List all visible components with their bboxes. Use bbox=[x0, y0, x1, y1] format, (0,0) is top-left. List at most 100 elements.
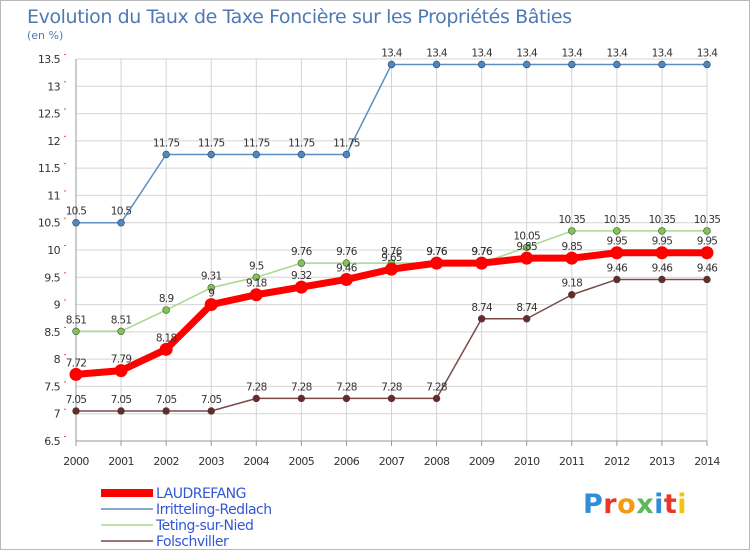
data-label: 9.18 bbox=[561, 278, 582, 290]
data-point bbox=[204, 298, 218, 312]
data-point bbox=[117, 407, 125, 415]
data-label: 7.28 bbox=[381, 381, 402, 393]
data-point bbox=[387, 394, 396, 403]
legend-label: Teting-sur-Nied bbox=[155, 518, 253, 534]
data-point bbox=[207, 407, 215, 415]
legend-label: Irritteling-Redlach bbox=[156, 502, 272, 518]
data-label: 9.65 bbox=[381, 252, 402, 264]
data-label: 10.5 bbox=[111, 206, 132, 218]
data-label: 13.4 bbox=[516, 47, 538, 59]
data-label: 7.72 bbox=[66, 357, 87, 369]
data-point bbox=[72, 219, 80, 227]
data-point bbox=[342, 394, 351, 403]
data-point bbox=[475, 256, 489, 270]
series-irritteling-redlach bbox=[72, 60, 711, 227]
data-point bbox=[252, 150, 260, 159]
data-point bbox=[432, 394, 441, 403]
y-tick-label: 12.5 bbox=[38, 108, 61, 121]
data-label: 7.05 bbox=[66, 394, 87, 406]
data-label: 9.46 bbox=[607, 262, 629, 274]
data-point bbox=[523, 315, 531, 323]
data-label: 9.76 bbox=[426, 246, 448, 258]
data-point bbox=[523, 243, 531, 251]
y-tick-label: 8.5 bbox=[44, 326, 60, 339]
y-tick-label: 10 bbox=[47, 244, 60, 257]
data-label: 13.4 bbox=[697, 47, 719, 59]
series-group bbox=[69, 60, 714, 415]
data-point bbox=[703, 275, 711, 284]
legend-item: Irritteling-Redlach bbox=[101, 502, 272, 518]
data-point bbox=[159, 342, 173, 356]
data-point bbox=[613, 60, 621, 69]
data-label: 9.46 bbox=[652, 262, 674, 274]
data-point bbox=[568, 60, 576, 69]
data-label: 13.4 bbox=[426, 47, 448, 59]
data-label: 10.5 bbox=[66, 206, 87, 218]
data-point bbox=[162, 306, 170, 314]
data-label: 13.4 bbox=[381, 47, 403, 59]
x-tick-label: 2008 bbox=[424, 455, 450, 468]
x-tick-label: 2000 bbox=[63, 455, 89, 468]
data-label: 8.74 bbox=[516, 302, 538, 314]
data-point bbox=[703, 60, 711, 69]
y-tick-label: 12 bbox=[47, 135, 60, 148]
data-label: 9.95 bbox=[652, 236, 673, 248]
data-label: 9.85 bbox=[516, 241, 537, 253]
data-label: 9.76 bbox=[381, 246, 403, 258]
data-label: 9.95 bbox=[607, 236, 628, 248]
data-label: 13.4 bbox=[561, 47, 583, 59]
data-point bbox=[339, 272, 353, 286]
data-point bbox=[162, 150, 170, 159]
data-point bbox=[342, 259, 351, 267]
data-label: 9.5 bbox=[249, 260, 264, 272]
data-label: 13.4 bbox=[607, 47, 629, 59]
data-label: 10.35 bbox=[694, 214, 721, 226]
x-tick-label: 2005 bbox=[289, 455, 315, 468]
data-point bbox=[613, 275, 621, 284]
data-point bbox=[523, 60, 531, 69]
y-tick-label: 11.5 bbox=[38, 162, 61, 175]
data-label: 13.4 bbox=[471, 47, 493, 59]
y-tick-label: 8 bbox=[54, 353, 61, 366]
data-point bbox=[117, 219, 125, 227]
data-label: 9.85 bbox=[561, 241, 582, 253]
data-point bbox=[565, 251, 579, 265]
data-point bbox=[72, 407, 80, 415]
data-label: 7.05 bbox=[156, 394, 177, 406]
data-point bbox=[69, 367, 83, 381]
data-label: 9.46 bbox=[697, 262, 719, 274]
data-label: 10.35 bbox=[604, 214, 631, 226]
data-labels: 10.5 10.5 11.75 11.75 11.75 11.75 11.75 13.4 13.… bbox=[66, 47, 721, 406]
x-tick-label: 2007 bbox=[379, 455, 405, 468]
data-point bbox=[568, 291, 576, 299]
data-point bbox=[297, 259, 306, 267]
data-point bbox=[249, 288, 263, 302]
legend-label: Folschviller bbox=[156, 534, 229, 549]
data-label: 9.76 bbox=[471, 246, 493, 258]
data-label: 8.51 bbox=[66, 314, 87, 326]
data-label: 9.18 bbox=[246, 278, 267, 290]
data-point bbox=[658, 275, 666, 284]
series-folschviller bbox=[72, 275, 711, 415]
series-laudrefang bbox=[69, 246, 714, 381]
data-label: 8.18 bbox=[156, 332, 177, 344]
data-label: 11.75 bbox=[333, 138, 360, 150]
data-label: 11.75 bbox=[198, 138, 225, 150]
data-label: 9.95 bbox=[697, 236, 718, 248]
data-label: 9.76 bbox=[291, 246, 313, 258]
data-label: 9 bbox=[208, 288, 214, 300]
data-point bbox=[658, 60, 666, 69]
data-point bbox=[430, 256, 444, 270]
data-label: 13.4 bbox=[652, 47, 674, 59]
legend-item: LAUDREFANG bbox=[101, 486, 246, 502]
data-point bbox=[294, 280, 308, 294]
y-tick-label: 7 bbox=[54, 408, 61, 421]
x-tick-label: 2013 bbox=[649, 455, 675, 468]
data-label: 11.75 bbox=[243, 138, 270, 150]
x-tick-label: 2006 bbox=[334, 455, 360, 468]
data-label: 11.75 bbox=[288, 138, 315, 150]
y-tick-label: 13.5 bbox=[38, 53, 61, 66]
data-point bbox=[655, 246, 669, 260]
data-label: 11.75 bbox=[153, 138, 180, 150]
x-tick-label: 2004 bbox=[243, 455, 269, 468]
